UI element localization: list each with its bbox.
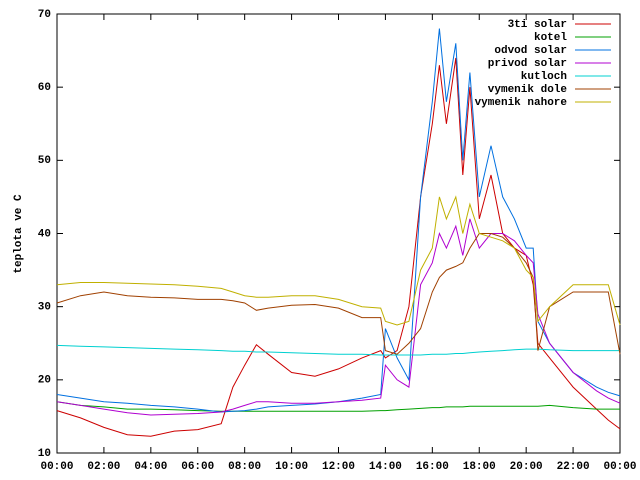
series-line	[56, 218, 621, 416]
x-tick-label: 00:00	[603, 461, 636, 473]
series-line	[56, 28, 621, 413]
x-tick-label: 14:00	[369, 461, 402, 473]
legend-label: 3ti solar	[508, 19, 567, 31]
y-tick-label: 30	[38, 302, 51, 314]
legend-label: kotel	[534, 32, 567, 44]
y-tick-label: 40	[38, 228, 51, 240]
legend-label: vymenik dole	[488, 84, 568, 96]
x-tick-label: 12:00	[322, 461, 355, 473]
x-tick-label: 22:00	[557, 461, 590, 473]
x-tick-label: 16:00	[416, 461, 449, 473]
y-tick-label: 10	[38, 448, 51, 460]
x-tick-label: 10:00	[275, 461, 308, 473]
series-line	[56, 233, 621, 355]
x-tick-label: 06:00	[181, 461, 214, 473]
series-line	[56, 195, 621, 326]
x-tick-label: 08:00	[228, 461, 261, 473]
x-tick-label: 04:00	[134, 461, 167, 473]
series-line	[56, 344, 620, 356]
legend-label: odvod solar	[494, 45, 567, 57]
x-tick-label: 02:00	[87, 461, 120, 473]
y-axis-label: teplota ve C	[13, 194, 25, 274]
y-tick-label: 70	[38, 9, 51, 21]
y-tick-label: 60	[38, 82, 51, 94]
y-tick-label: 20	[38, 375, 51, 387]
series-line	[56, 401, 620, 412]
legend-label: vymenik nahore	[475, 97, 568, 109]
x-tick-label: 20:00	[510, 461, 543, 473]
legend-label: kutloch	[521, 71, 567, 83]
x-tick-label: 00:00	[40, 461, 73, 473]
legend-label: privod solar	[488, 58, 567, 70]
x-tick-label: 18:00	[463, 461, 496, 473]
y-tick-label: 50	[38, 155, 51, 167]
series-line	[56, 57, 621, 437]
